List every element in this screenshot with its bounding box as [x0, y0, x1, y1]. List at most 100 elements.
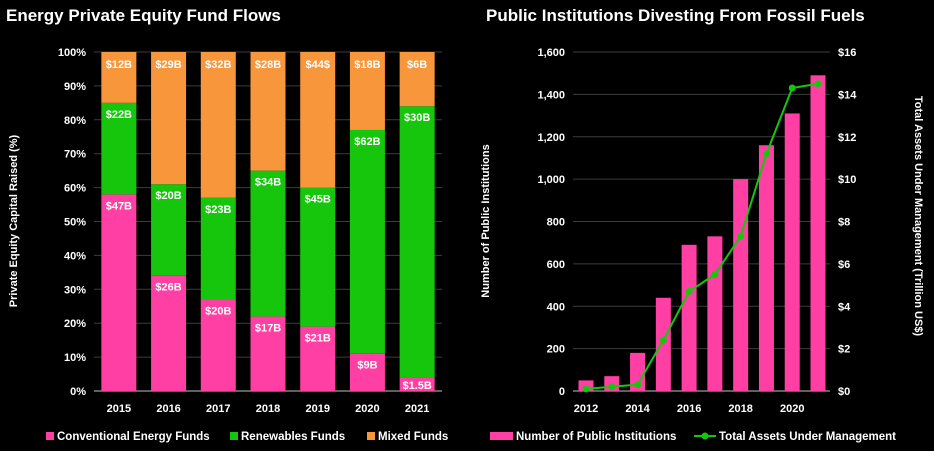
right-line-point — [711, 270, 719, 278]
right-y2-tick-label: $0 — [838, 386, 850, 398]
left-y-axis-ticks: 0% 10% 20% 30% 40% 50% 60% 70% 80% 90% 100% — [58, 47, 86, 398]
right-y2-tick-label: $16 — [838, 47, 856, 59]
right-y2-tick-label: $14 — [838, 89, 857, 101]
left-bar-segment — [300, 326, 336, 391]
left-bar-value-label: $47B — [106, 200, 132, 212]
right-y-tick-label: 1,200 — [537, 132, 565, 144]
right-y2-tick-label: $2 — [838, 344, 850, 356]
left-x-axis-ticks: 2015 2016 2017 2018 2019 2020 2021 — [107, 403, 430, 415]
right-legend-label: Number of Public Institutions — [516, 431, 676, 443]
right-chart: Public Institutions Divesting From Fossi… — [480, 6, 924, 443]
left-bar-segment — [200, 197, 236, 300]
left-bar-value-label: $12B — [106, 59, 132, 71]
left-bar-value-label: $17B — [255, 322, 281, 334]
right-x-tick-label: 2016 — [677, 403, 701, 415]
right-y-tick-label: 1,000 — [537, 174, 565, 186]
left-bar-segment — [349, 129, 385, 354]
right-line-series — [582, 80, 822, 393]
right-y-tick-label: 600 — [547, 259, 565, 271]
left-bar-segment — [101, 52, 137, 103]
right-legend-label: Total Assets Under Management — [719, 431, 896, 443]
left-bar-value-label: $18B — [354, 59, 380, 71]
right-y2-tick-label: $4 — [838, 301, 851, 313]
right-y-axis-label: Number of Public Institutions — [480, 144, 492, 297]
left-bar-value-label: $20B — [155, 190, 181, 202]
left-bar-segment — [151, 52, 187, 185]
right-x-tick-label: 2018 — [728, 403, 752, 415]
left-y-tick-label: 50% — [64, 217, 86, 229]
left-bar-segment — [349, 353, 385, 391]
left-bar-segment — [399, 52, 435, 107]
left-y-tick-label: 20% — [64, 318, 86, 330]
left-bar-segment — [349, 52, 385, 130]
right-line-point — [685, 287, 693, 295]
left-bar-value-label: $44$ — [305, 59, 329, 71]
left-chart: Energy Private Equity Fund Flows 0% 10% 20… — [6, 6, 448, 443]
right-bar — [733, 179, 749, 391]
right-x-tick-label: 2020 — [780, 403, 804, 415]
left-y-tick-label: 30% — [64, 284, 86, 296]
left-y-tick-label: 0% — [70, 386, 86, 398]
left-legend-swatch — [230, 432, 238, 440]
left-bar-segment — [399, 377, 435, 391]
left-bar-value-label: $32B — [205, 59, 231, 71]
right-y-tick-label: 200 — [547, 344, 565, 356]
left-legend-swatch — [46, 432, 54, 440]
left-bar-value-label: $30B — [404, 112, 430, 124]
right-bar — [681, 244, 697, 391]
right-x-tick-label: 2014 — [625, 403, 650, 415]
left-bar-value-label: $28B — [255, 59, 281, 71]
right-bar — [707, 236, 723, 391]
right-bar — [784, 113, 800, 391]
right-y-tick-label: 1,600 — [537, 47, 565, 59]
right-y2-tick-label: $8 — [838, 217, 850, 229]
left-y-tick-label: 10% — [64, 352, 86, 364]
right-y-tick-label: 400 — [547, 301, 565, 313]
left-bar-value-label: $21B — [305, 333, 331, 345]
left-x-tick-label: 2015 — [107, 403, 131, 415]
right-legend: Number of Public Institutions Total Asset… — [490, 431, 896, 443]
right-y-tick-label: 800 — [547, 217, 565, 229]
left-bar-segment — [250, 170, 286, 317]
right-line-point — [762, 150, 770, 158]
left-bar-value-label: $34B — [255, 177, 281, 189]
left-bar-segment — [101, 102, 137, 195]
left-bar-value-label: $45B — [305, 194, 331, 206]
left-y-tick-label: 60% — [64, 183, 86, 195]
right-bar — [655, 297, 671, 391]
right-legend-swatch-marker — [701, 432, 709, 440]
left-x-tick-label: 2019 — [305, 403, 329, 415]
left-legend-label: Renewables Funds — [241, 431, 345, 443]
left-bar-segment — [300, 52, 336, 188]
left-bar-segment — [200, 299, 236, 391]
right-y2-tick-label: $12 — [838, 132, 856, 144]
right-chart-title: Public Institutions Divesting From Fossi… — [486, 6, 865, 25]
left-y-axis-label: Private Equity Capital Raised (%) — [8, 134, 20, 307]
left-legend-label: Conventional Energy Funds — [57, 431, 210, 443]
right-y2-axis-ticks: $0 $2 $4 $6 $8 $10 $12 $14 $16 — [838, 47, 857, 398]
left-bar-value-label: $26B — [155, 282, 181, 294]
left-bar-value-label: $62B — [354, 136, 380, 148]
left-bar-segment — [300, 187, 336, 327]
left-y-tick-label: 80% — [64, 115, 86, 127]
left-bar-value-label: $23B — [205, 204, 231, 216]
left-bar-value-label: $29B — [155, 59, 181, 71]
left-legend-swatch — [367, 432, 375, 440]
left-bar-segment — [101, 194, 137, 391]
left-bar-segment — [250, 316, 286, 391]
right-line-point — [659, 336, 667, 344]
left-x-tick-label: 2021 — [405, 403, 429, 415]
left-y-tick-label: 90% — [64, 81, 86, 93]
right-y-axis-ticks: 0 200 400 600 800 1,000 1,200 1,400 1,600 — [537, 47, 565, 398]
left-bar-segment — [250, 52, 286, 171]
left-y-tick-label: 100% — [58, 47, 86, 59]
right-y2-tick-label: $6 — [838, 259, 850, 271]
left-bar-value-label: $1.5B — [402, 380, 431, 392]
right-y2-tick-label: $10 — [838, 174, 856, 186]
left-legend: Conventional Energy Funds Renewables Fund… — [46, 431, 448, 443]
left-x-tick-label: 2017 — [206, 403, 230, 415]
right-x-axis-ticks: 2012 2014 2016 2018 2020 — [574, 403, 805, 415]
right-line-point — [737, 232, 745, 240]
right-line-point — [788, 84, 796, 92]
right-line-point — [582, 385, 590, 393]
